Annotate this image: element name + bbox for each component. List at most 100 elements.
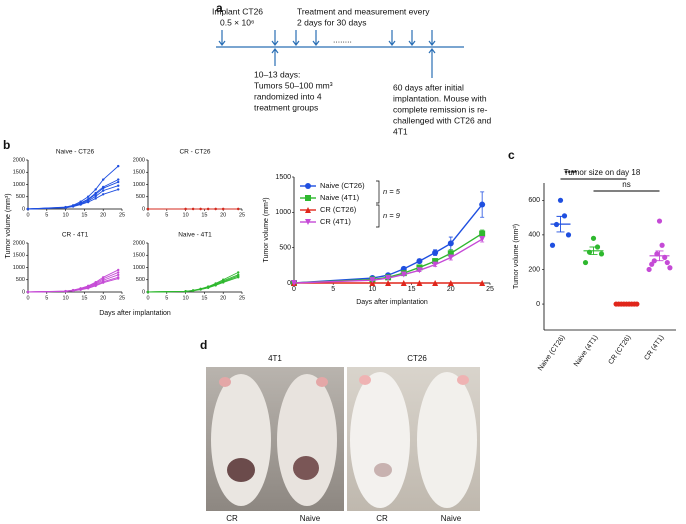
x-tick-label: 5: [45, 295, 48, 301]
marker: [79, 203, 82, 206]
marker: [26, 207, 30, 211]
x-axis-label: Days after implantation: [99, 310, 171, 317]
marker: [86, 195, 90, 198]
marker: [102, 178, 105, 181]
marker: [146, 290, 150, 294]
y-tick-label: 1500: [13, 170, 25, 176]
data-point: [634, 301, 640, 307]
timeline-text: Treatment and measurement every: [297, 6, 430, 16]
x-tick-label: 0: [146, 212, 149, 218]
x-tick-label: 15: [81, 212, 87, 218]
panel-label: c: [508, 148, 515, 162]
arrow: [312, 30, 320, 46]
marker: [479, 201, 486, 208]
marker: [117, 277, 120, 280]
marker: [385, 275, 392, 282]
y-tick-label: 1500: [13, 253, 25, 259]
y-axis-label: Tumor volume (mm³): [513, 224, 520, 289]
legend-label: Naive (4T1): [320, 193, 360, 202]
marker: [447, 254, 454, 261]
marker: [416, 267, 423, 274]
marker: [447, 240, 454, 247]
y-tick-label: 0: [142, 289, 145, 295]
x-tick-label: 20: [447, 286, 455, 293]
data-point: [667, 265, 673, 271]
y-tick-label: 1500: [133, 253, 145, 259]
x-tick-label: 20: [220, 212, 226, 218]
y-axis-label: Tumor volume (mm³): [5, 193, 12, 258]
y-tick-label: 0: [536, 301, 540, 308]
x-tick-label: 0: [292, 286, 296, 293]
data-point: [664, 259, 670, 266]
y-tick-label: 1500: [133, 170, 145, 176]
arrow: [388, 30, 396, 46]
y-tick-label: 500: [136, 277, 145, 283]
data-point: [656, 218, 663, 224]
marker: [94, 197, 97, 200]
data-point: [598, 251, 605, 257]
photo: [206, 367, 344, 511]
timeline-text: 60 days after initial: [393, 82, 464, 92]
y-tick-label: 1000: [133, 265, 145, 271]
marker: [26, 290, 30, 294]
y-tick-label: 600: [528, 197, 540, 204]
marker: [94, 195, 97, 198]
legend-label: CR (4T1): [320, 217, 351, 226]
x-tick-label: 15: [201, 295, 207, 301]
tumor: [374, 463, 392, 477]
y-tick-label: 200: [528, 266, 540, 273]
timeline-text: 2 days for 30 days: [297, 17, 366, 27]
marker: [102, 193, 105, 196]
x-tick-label: CR (CT26): [608, 334, 633, 366]
x-tick-label: CR (4T1): [643, 334, 665, 362]
annotation: n = 9: [383, 211, 401, 220]
x-tick-label: 10: [183, 212, 189, 218]
x-tick-label: 0: [146, 295, 149, 301]
marker: [79, 288, 82, 291]
x-tick-label: 10: [369, 286, 377, 293]
photo: [347, 367, 480, 511]
marker: [305, 183, 311, 189]
photo-label: Naive: [300, 514, 321, 523]
timeline-text: implantation. Mouse with: [393, 93, 487, 103]
marker: [385, 280, 392, 286]
timeline-text: 0.5 × 10⁶: [220, 17, 254, 27]
bracket: [376, 204, 380, 228]
x-tick-label: 5: [165, 212, 168, 218]
marker: [94, 284, 97, 288]
y-tick-label: 1000: [133, 182, 145, 188]
series-line: [27, 278, 119, 293]
timeline-text: complete remission is re-: [393, 104, 488, 114]
marker: [416, 258, 423, 265]
series-line: [293, 238, 483, 284]
marker: [305, 219, 311, 225]
marker: [117, 164, 120, 168]
bracket: [376, 180, 380, 204]
marker: [117, 188, 120, 191]
x-tick-label: 15: [201, 212, 207, 218]
marker: [102, 186, 105, 190]
y-tick-label: 500: [279, 245, 291, 252]
marker: [479, 236, 486, 243]
timeline-text: treatment groups: [254, 102, 318, 112]
x-tick-label: 15: [408, 286, 416, 293]
mouse: [350, 372, 410, 508]
y-tick-label: 400: [528, 232, 540, 239]
chart-title: Tumor size on day 18: [564, 168, 641, 177]
y-tick-label: 0: [287, 280, 291, 287]
paw: [219, 377, 231, 387]
y-tick-label: 0: [142, 206, 145, 212]
photo-title: CT26: [407, 354, 427, 363]
x-tick-label: 25: [239, 295, 245, 301]
chart-title: Naive - CT26: [56, 149, 95, 156]
marker: [102, 281, 105, 284]
data-point: [561, 213, 568, 219]
x-tick-label: 10: [63, 212, 69, 218]
x-tick-label: Naive (4T1): [573, 334, 600, 368]
data-point: [649, 261, 655, 267]
marker: [222, 207, 225, 211]
marker: [305, 207, 311, 213]
timeline-text: randomized into 4: [254, 91, 322, 101]
legend-label: Naive (CT26): [320, 181, 365, 190]
marker: [237, 271, 240, 274]
